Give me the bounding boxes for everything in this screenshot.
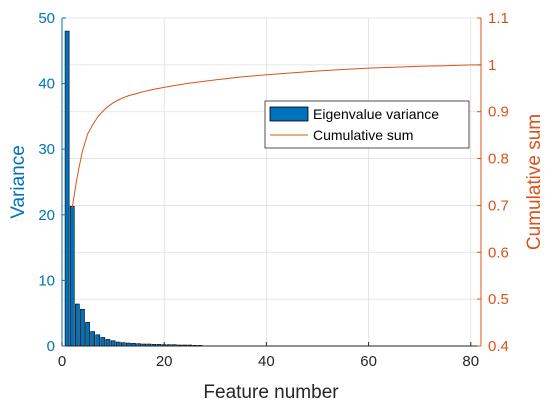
y-tick-label-left: 10 <box>38 272 55 289</box>
x-tick-label: 40 <box>258 353 275 370</box>
y-tick-label-right: 1.1 <box>488 10 509 27</box>
x-tick-label: 60 <box>360 353 377 370</box>
legend-bar-swatch <box>269 106 309 122</box>
bar <box>90 331 96 347</box>
bar <box>64 30 70 347</box>
y-tick-label-right: 1 <box>488 57 496 74</box>
y-tick-label-left: 20 <box>38 207 55 224</box>
legend-bar-label: Eigenvalue variance <box>313 106 439 122</box>
bar <box>74 303 80 347</box>
y-tick-label-left: 0 <box>47 338 55 355</box>
grid-layer <box>61 17 481 347</box>
y-tick-label-right: 0.8 <box>488 151 509 168</box>
y-tick-label-right: 0.5 <box>488 291 509 308</box>
y-axis-title-left: Variance <box>8 145 29 219</box>
bar <box>80 308 85 347</box>
axis-layer: 0 20 40 60 80 0 10 20 30 40 50 0.4 0.5 0.6 0.7 0.8 0.9 1 1… <box>38 10 509 370</box>
cumulative-sum-line <box>71 64 481 208</box>
y-tick-label-left: 30 <box>38 141 55 158</box>
x-tick-label: 80 <box>462 353 479 370</box>
legend-line-label: Cumulative sum <box>313 127 413 143</box>
y-tick-label-left: 50 <box>38 10 55 27</box>
legend: Eigenvalue variance Cumulative sum <box>264 100 470 149</box>
bar <box>110 340 116 347</box>
x-tick-label: 0 <box>58 353 66 370</box>
y-tick-label-left: 40 <box>38 76 55 93</box>
bar <box>95 334 101 347</box>
bar <box>69 205 75 347</box>
bar <box>105 339 111 347</box>
bar <box>115 341 121 347</box>
line-layer <box>71 64 481 208</box>
y-tick-label-right: 0.6 <box>488 244 509 261</box>
x-tick-label: 20 <box>156 353 173 370</box>
y-axis-title-right: Cumulative sum <box>524 114 545 250</box>
y-tick-label-right: 0.7 <box>488 197 509 214</box>
bar <box>85 322 90 347</box>
y-tick-label-right: 0.9 <box>488 104 509 121</box>
y-tick-label-right: 0.4 <box>488 338 509 355</box>
bar <box>100 337 106 347</box>
x-axis-title: Feature number <box>203 382 339 403</box>
